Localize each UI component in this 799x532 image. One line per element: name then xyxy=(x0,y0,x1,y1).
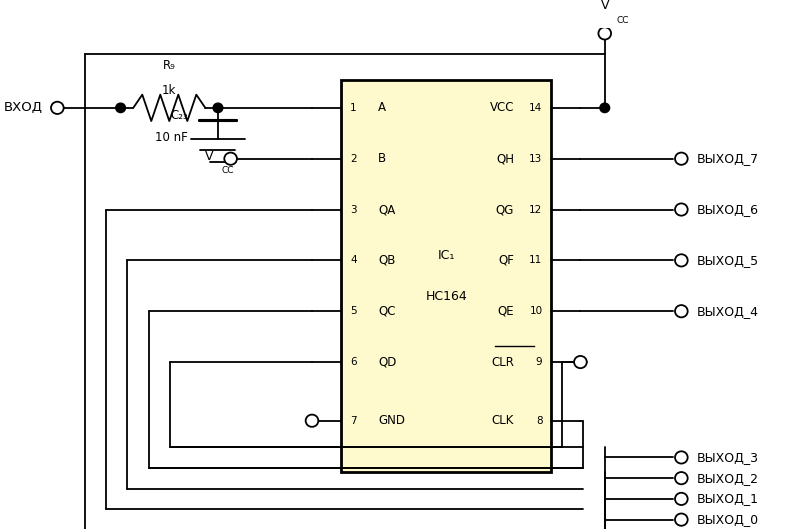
Text: 7: 7 xyxy=(350,415,356,426)
Text: 11: 11 xyxy=(529,255,543,265)
Text: QC: QC xyxy=(378,305,396,318)
Circle shape xyxy=(116,103,125,113)
Circle shape xyxy=(51,102,64,114)
Text: QE: QE xyxy=(498,305,515,318)
Text: ВЫХОД_0: ВЫХОД_0 xyxy=(697,513,759,526)
Text: ВЫХОД_5: ВЫХОД_5 xyxy=(697,254,759,267)
Text: 10 nF: 10 nF xyxy=(155,130,188,144)
Text: V: V xyxy=(601,0,609,12)
Circle shape xyxy=(306,414,318,427)
Text: 14: 14 xyxy=(529,103,543,113)
Text: 6: 6 xyxy=(350,357,356,367)
Text: ВЫХОД_2: ВЫХОД_2 xyxy=(697,472,759,485)
Text: CLR: CLR xyxy=(491,355,515,369)
Circle shape xyxy=(675,472,688,484)
Text: CLK: CLK xyxy=(492,414,515,427)
Bar xyxy=(341,80,551,471)
Text: 5: 5 xyxy=(350,306,356,316)
Text: QH: QH xyxy=(496,152,515,165)
Text: ВЫХОД_6: ВЫХОД_6 xyxy=(697,203,759,216)
Text: QB: QB xyxy=(378,254,396,267)
Text: 8: 8 xyxy=(536,415,543,426)
Text: ВХОД: ВХОД xyxy=(4,102,43,114)
Text: 2: 2 xyxy=(350,154,356,164)
Text: 9: 9 xyxy=(536,357,543,367)
Text: ВЫХОД_7: ВЫХОД_7 xyxy=(697,152,759,165)
Text: QF: QF xyxy=(499,254,515,267)
Text: CC: CC xyxy=(222,167,234,176)
Text: ВЫХОД_4: ВЫХОД_4 xyxy=(697,305,759,318)
Circle shape xyxy=(675,513,688,526)
Text: 13: 13 xyxy=(529,154,543,164)
Circle shape xyxy=(600,103,610,113)
Text: V: V xyxy=(205,151,213,163)
Text: 10: 10 xyxy=(529,306,543,316)
Circle shape xyxy=(675,305,688,318)
Text: QD: QD xyxy=(378,355,396,369)
Text: QA: QA xyxy=(378,203,396,216)
Text: GND: GND xyxy=(378,414,405,427)
Text: 4: 4 xyxy=(350,255,356,265)
Text: 12: 12 xyxy=(529,204,543,214)
Text: 1k: 1k xyxy=(162,84,177,96)
Text: HC164: HC164 xyxy=(425,290,467,303)
Text: B: B xyxy=(378,152,386,165)
Circle shape xyxy=(598,27,611,39)
Text: ВЫХОД_1: ВЫХОД_1 xyxy=(697,493,759,505)
Circle shape xyxy=(675,254,688,267)
Text: CC: CC xyxy=(617,16,629,24)
Text: VCC: VCC xyxy=(490,102,515,114)
Circle shape xyxy=(675,493,688,505)
Text: 1: 1 xyxy=(350,103,356,113)
Circle shape xyxy=(675,203,688,215)
Text: QG: QG xyxy=(496,203,515,216)
Text: 3: 3 xyxy=(350,204,356,214)
Circle shape xyxy=(225,153,237,165)
Circle shape xyxy=(574,356,586,368)
Circle shape xyxy=(675,153,688,165)
Circle shape xyxy=(213,103,223,113)
Text: ВЫХОД_3: ВЫХОД_3 xyxy=(697,451,759,464)
Text: A: A xyxy=(378,102,386,114)
Circle shape xyxy=(675,451,688,463)
Text: C₂₃: C₂₃ xyxy=(170,109,188,122)
Text: R₉: R₉ xyxy=(163,59,176,72)
Text: IC₁: IC₁ xyxy=(438,249,455,262)
